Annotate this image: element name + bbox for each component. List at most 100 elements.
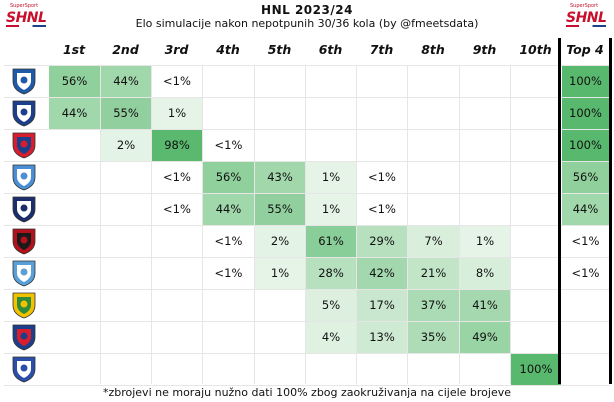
cell-1st xyxy=(49,130,100,161)
cell-6th: 4% xyxy=(306,322,356,353)
column-separator xyxy=(202,66,203,384)
rudes-crest-icon xyxy=(11,355,37,383)
cell-10th: 100% xyxy=(511,354,561,385)
cell-5th: 43% xyxy=(255,162,305,193)
gorica-crest-icon xyxy=(11,227,37,255)
cell-6th: 1% xyxy=(306,162,356,193)
cell-8th xyxy=(408,354,459,385)
cell-top-4: <1% xyxy=(571,266,600,280)
cell-8th xyxy=(408,98,459,129)
column-header-top-4: Top 4 xyxy=(566,42,604,57)
logo-text: SHNL xyxy=(566,10,607,26)
column-separator xyxy=(254,66,255,384)
cell-2nd xyxy=(101,322,151,353)
cell-3rd xyxy=(152,354,202,385)
row-separator xyxy=(4,161,610,162)
cell-5th xyxy=(255,98,305,129)
cell-7th: 42% xyxy=(357,258,407,289)
row-separator xyxy=(4,385,610,386)
column-separator xyxy=(459,66,460,384)
cell-2nd xyxy=(101,354,151,385)
cell-9th xyxy=(460,354,510,385)
cell-8th xyxy=(408,66,459,97)
cell-top-4: 100% xyxy=(562,130,609,161)
column-separator xyxy=(151,66,152,384)
cell-1st: 44% xyxy=(49,98,100,129)
cell-1st xyxy=(49,194,100,225)
cell-5th xyxy=(255,322,305,353)
footnote: *zbrojevi ne moraju nužno dati 100% zbog… xyxy=(102,386,512,399)
cell-1st xyxy=(49,354,100,385)
cell-5th xyxy=(255,290,305,321)
column-header-8th: 8th xyxy=(421,42,445,57)
cell-3rd: 1% xyxy=(152,98,202,129)
cell-1st xyxy=(49,226,100,257)
logo-text: SHNL xyxy=(6,10,47,26)
column-header-5th: 5th xyxy=(267,42,292,57)
cell-3rd xyxy=(152,258,202,289)
row-separator xyxy=(4,225,610,226)
column-header-7th: 7th xyxy=(369,42,394,57)
cell-10th xyxy=(511,290,561,321)
top4-divider-left xyxy=(558,38,561,384)
cell-3rd: <1% xyxy=(163,74,191,88)
cell-9th: 49% xyxy=(460,322,510,353)
row-separator xyxy=(4,257,610,258)
cell-4th: <1% xyxy=(214,266,243,280)
row-separator xyxy=(4,321,610,322)
cell-7th xyxy=(357,130,407,161)
column-separator xyxy=(356,66,357,384)
column-header-4th: 4th xyxy=(216,42,240,57)
column-header-3rd: 3rd xyxy=(164,42,189,57)
cell-6th: 28% xyxy=(306,258,356,289)
row-separator xyxy=(4,65,610,66)
cell-5th xyxy=(255,130,305,161)
cell-7th: 29% xyxy=(357,226,407,257)
cell-4th xyxy=(203,290,254,321)
cell-7th: 13% xyxy=(357,322,407,353)
row-separator xyxy=(4,289,610,290)
cell-2nd xyxy=(101,290,151,321)
cell-4th xyxy=(203,322,254,353)
column-header-10th: 10th xyxy=(519,42,552,57)
cell-7th: 17% xyxy=(357,290,407,321)
shnl-logo-right: SuperSport SHNL xyxy=(564,3,610,29)
cell-7th xyxy=(357,66,407,97)
cell-top-4 xyxy=(562,322,609,353)
column-header-1st: 1st xyxy=(62,42,86,57)
cell-5th xyxy=(255,354,305,385)
cell-3rd xyxy=(152,290,202,321)
cell-10th xyxy=(511,322,561,353)
cell-9th xyxy=(460,194,510,225)
column-separator xyxy=(305,66,306,384)
cell-4th: 56% xyxy=(203,162,254,193)
cell-10th xyxy=(511,130,561,161)
cell-1st xyxy=(49,258,100,289)
column-separator xyxy=(407,66,408,384)
cell-7th xyxy=(357,98,407,129)
cell-5th: 2% xyxy=(255,226,305,257)
cell-1st: 56% xyxy=(49,66,100,97)
cell-10th xyxy=(511,98,561,129)
cell-2nd xyxy=(101,162,151,193)
column-header-2nd: 2nd xyxy=(112,42,139,57)
slaven-crest-icon xyxy=(11,323,37,351)
cell-5th: 55% xyxy=(255,194,305,225)
chart-title: HNL 2023/24 xyxy=(261,3,353,17)
logo-small-text: SuperSport xyxy=(10,3,39,9)
cell-3rd xyxy=(152,322,202,353)
cell-5th: 1% xyxy=(255,258,305,289)
cell-6th xyxy=(306,354,356,385)
cell-10th xyxy=(511,66,561,97)
column-header-9th: 9th xyxy=(472,42,497,57)
cell-2nd xyxy=(101,194,151,225)
cell-4th xyxy=(203,354,254,385)
cell-1st xyxy=(49,290,100,321)
cell-4th xyxy=(203,98,254,129)
cell-9th: 41% xyxy=(460,290,510,321)
rijeka-crest-icon xyxy=(11,67,37,95)
cell-8th: 37% xyxy=(408,290,459,321)
cell-9th xyxy=(460,130,510,161)
cell-8th: 35% xyxy=(408,322,459,353)
cell-6th xyxy=(306,66,356,97)
